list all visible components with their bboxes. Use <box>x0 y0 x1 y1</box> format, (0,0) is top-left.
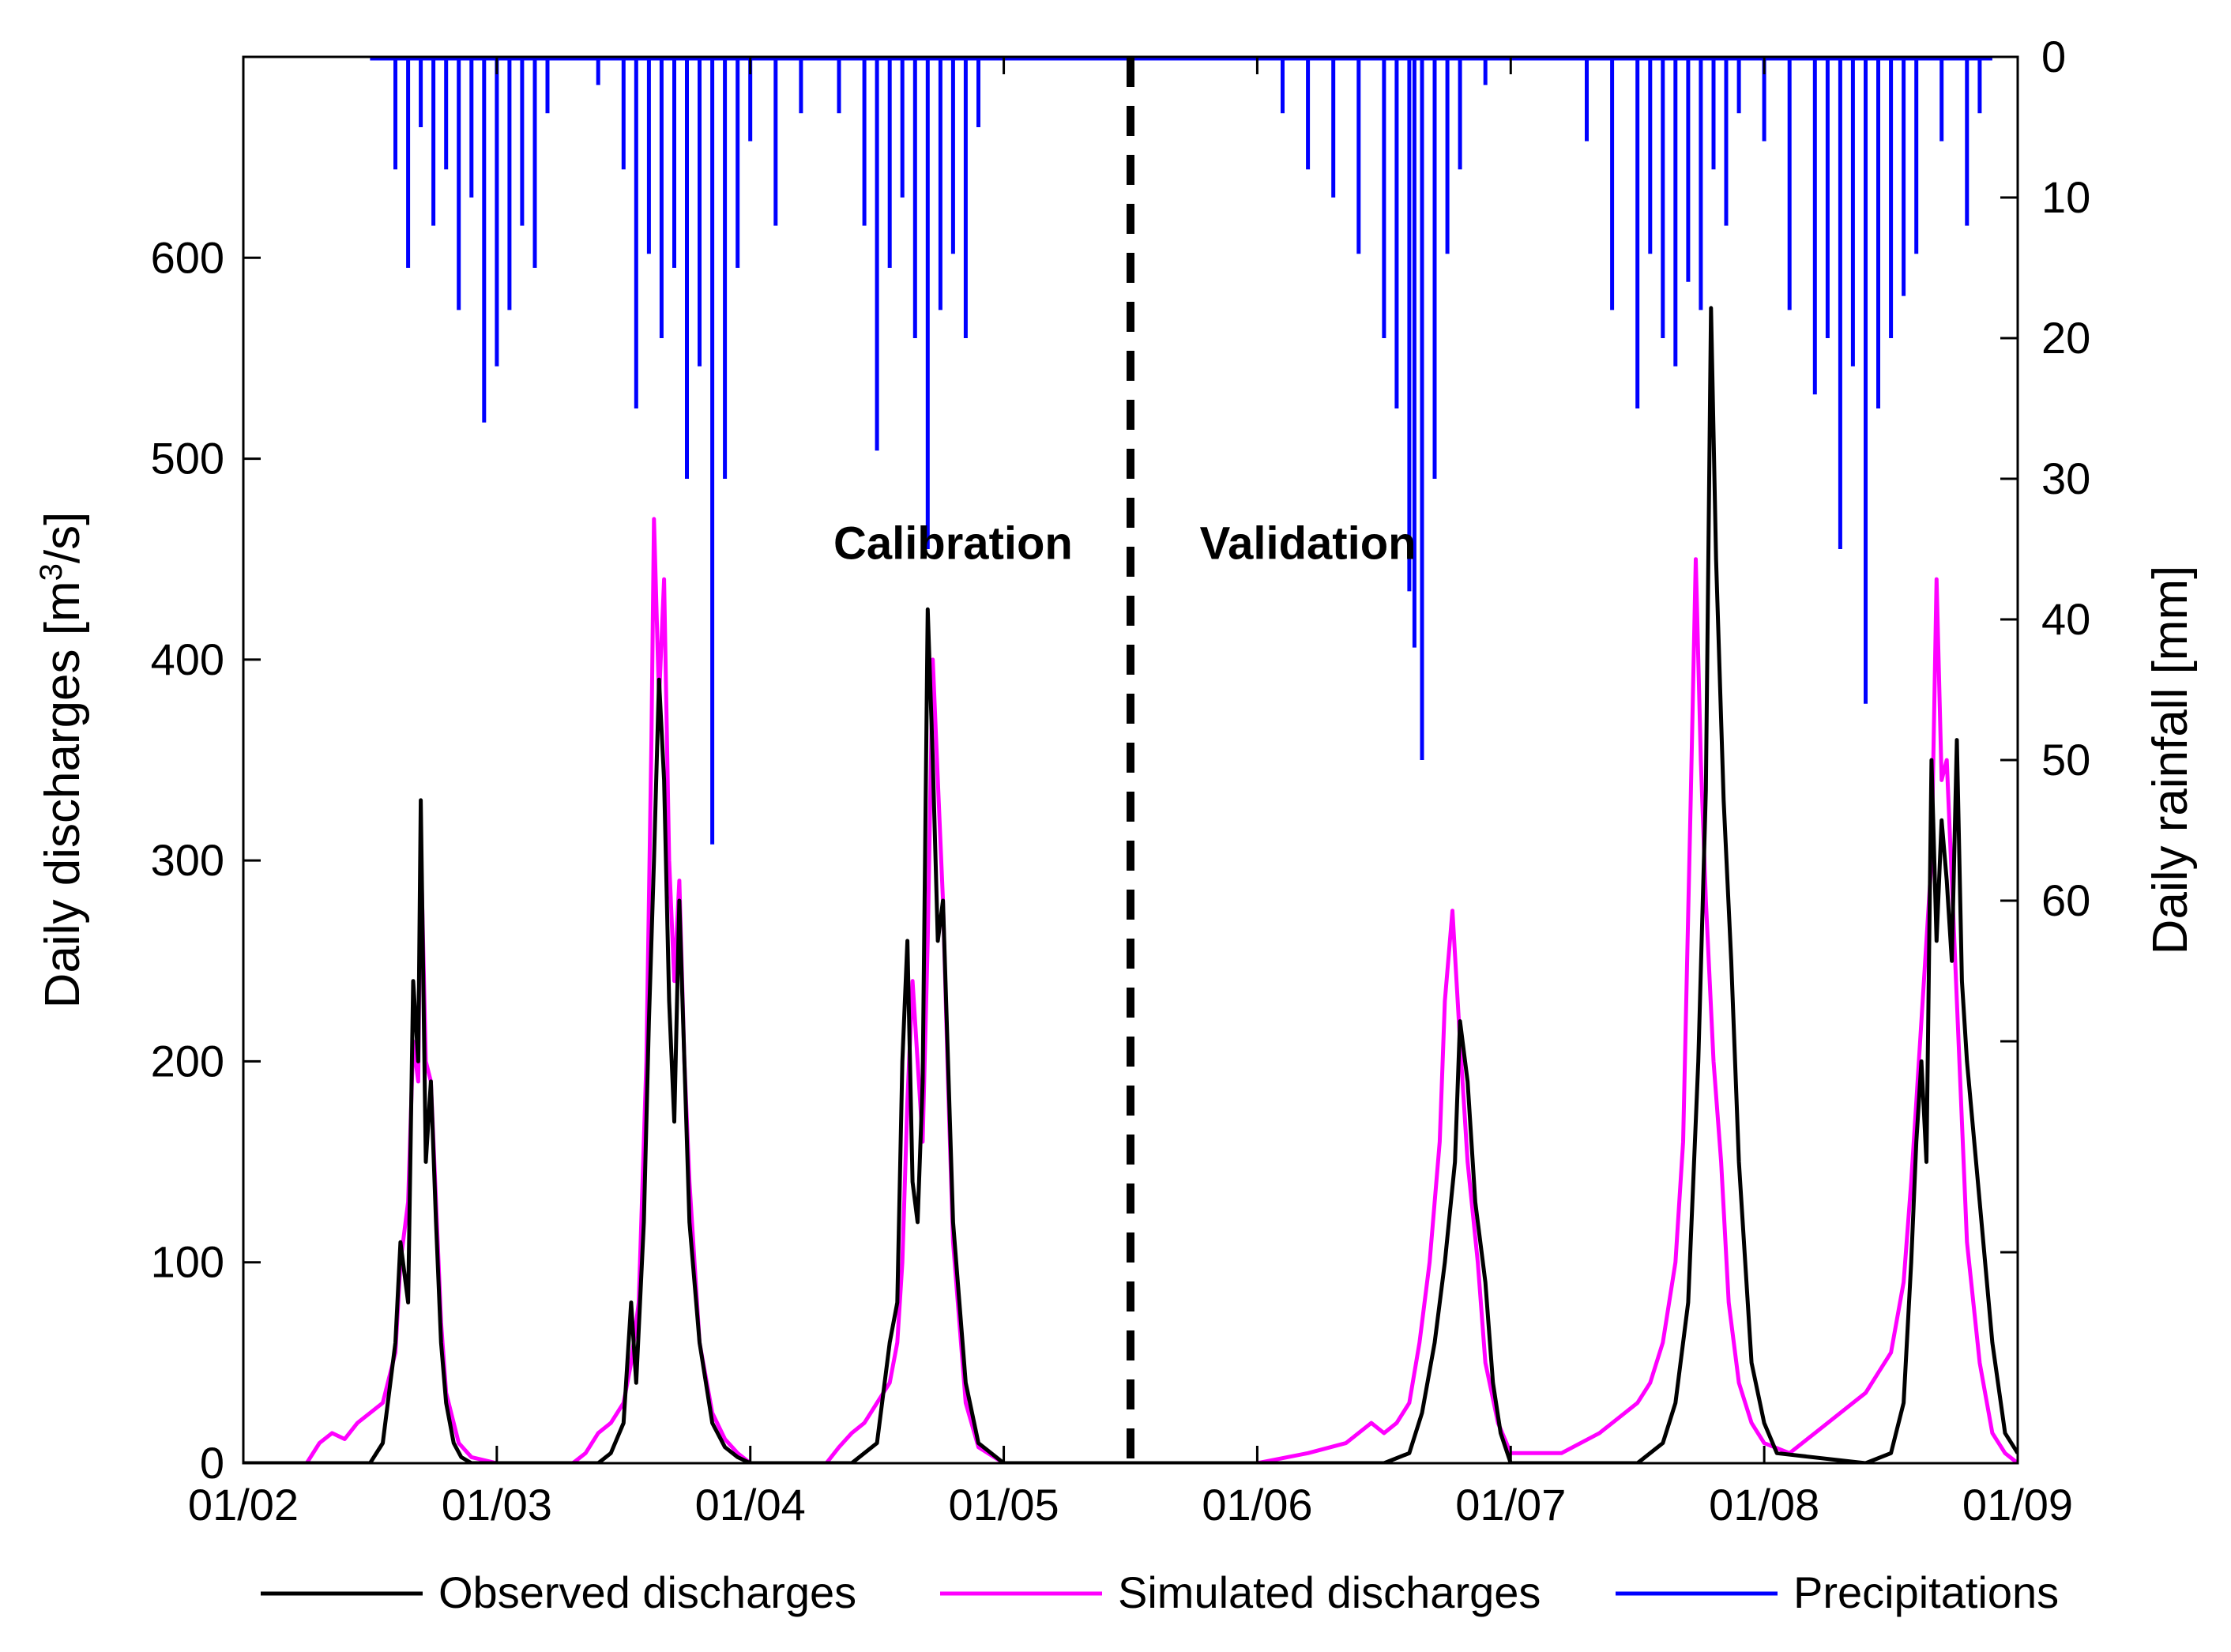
x-tick-label: 01/06 <box>1202 1480 1312 1530</box>
y-axis-right-title: Daily rainfall [mm] <box>2143 566 2198 955</box>
x-tick-label: 01/04 <box>695 1480 806 1530</box>
series-precipitations <box>370 57 1992 845</box>
y-left-tick-label: 200 <box>151 1036 224 1086</box>
y-left-tick-label: 400 <box>151 634 224 684</box>
y-right-tick-label: 20 <box>2041 313 2090 363</box>
x-tick-label: 01/02 <box>188 1480 299 1530</box>
x-tick-label: 01/05 <box>949 1480 1059 1530</box>
y-right-tick-label: 50 <box>2041 735 2090 785</box>
series-observed-discharges <box>243 306 2018 1463</box>
y-left-tick-label: 100 <box>151 1237 224 1287</box>
y-right-tick-label: 60 <box>2041 875 2090 925</box>
y-right-tick-label: 0 <box>2041 32 2066 81</box>
x-tick-label: 01/08 <box>1709 1480 1819 1530</box>
x-tick-label: 01/03 <box>442 1480 552 1530</box>
legend: Observed discharges Simulated discharges P… <box>261 1567 2059 1617</box>
y-axis-left-title: Daily discharges [m3/s] <box>34 512 90 1009</box>
legend-label-precipitations: Precipitations <box>1793 1567 2059 1617</box>
annotation-layer: Calibration Validation <box>833 518 1416 570</box>
y-right-tick-label: 30 <box>2041 453 2090 503</box>
ticks-layer: 01/02 01/03 01/04 01/05 01/06 01/07 01/08 01/09… <box>151 32 2091 1530</box>
y-left-tick-label: 0 <box>200 1438 224 1488</box>
annotation-calibration: Calibration <box>833 518 1073 570</box>
annotation-validation: Validation <box>1200 518 1416 570</box>
y-left-tick-label: 500 <box>151 434 224 484</box>
y-left-tick-label: 600 <box>151 232 224 282</box>
legend-label-observed-discharges: Observed discharges <box>438 1567 856 1617</box>
legend-label-simulated-discharges: Simulated discharges <box>1118 1567 1541 1617</box>
y-left-tick-label: 300 <box>151 835 224 885</box>
x-tick-label: 01/07 <box>1455 1480 1566 1530</box>
y-right-tick-label: 10 <box>2041 172 2090 222</box>
y-right-tick-label: 40 <box>2041 594 2090 644</box>
x-tick-label: 01/09 <box>1962 1480 2073 1530</box>
series-layer <box>243 57 2018 1463</box>
